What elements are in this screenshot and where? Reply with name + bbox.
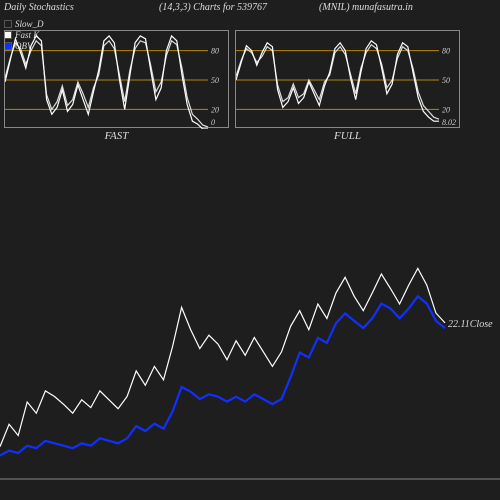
top-charts-row: 20 50 80 0 FAST 20 50 80 8.02 FULL [4,30,460,142]
legend-label: Slow_D [15,19,44,29]
mini-chart-full-label: FULL [334,130,361,142]
mini-chart-fast-label: FAST [105,130,129,142]
svg-text:8.02: 8.02 [442,118,456,127]
mini-chart-full: 20 50 80 8.02 [235,30,460,128]
svg-text:50: 50 [442,76,450,85]
header-title-left: Daily Stochastics [4,2,74,16]
svg-text:20: 20 [211,105,219,114]
svg-text:80: 80 [211,47,219,56]
svg-text:80: 80 [442,47,450,56]
main-chart: 22.11Close [0,235,500,480]
legend-swatch [4,20,12,28]
svg-text:22.11Close: 22.11Close [448,319,493,330]
mini-chart-fast: 20 50 80 0 [4,30,229,128]
mini-chart-fast-wrap: 20 50 80 0 FAST [4,30,229,142]
svg-text:20: 20 [442,105,450,114]
header-title-mid: (14,3,3) Charts for 539767 [159,2,267,13]
mini-chart-full-wrap: 20 50 80 8.02 FULL [235,30,460,142]
header-title-right: (MNIL) munafasutra.in [319,2,413,13]
chart-container: Daily Stochastics (14,3,3) Charts for 53… [0,0,500,500]
legend-item-slow-d: Slow_D [4,18,44,29]
svg-text:50: 50 [211,76,219,85]
svg-text:0: 0 [211,118,215,127]
header: Daily Stochastics (14,3,3) Charts for 53… [4,2,496,16]
